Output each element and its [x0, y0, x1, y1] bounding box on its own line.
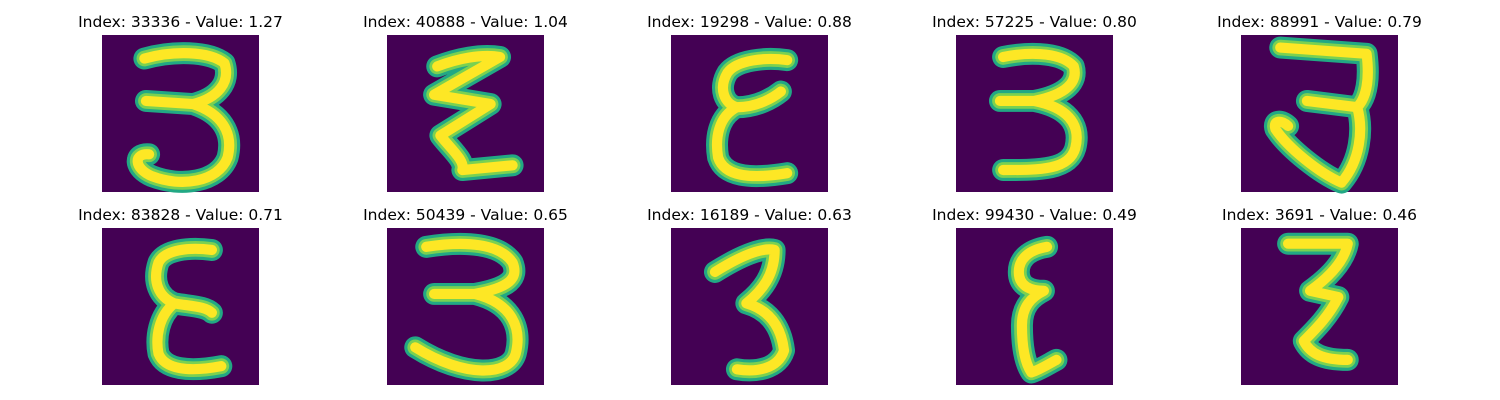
digit-panel: Index: 3691 - Value: 0.46 [1222, 206, 1417, 385]
digit-panel: Index: 88991 - Value: 0.79 [1217, 13, 1422, 194]
digit-stroke-core [1269, 42, 1373, 188]
digit-stroke-core [410, 238, 523, 376]
panel-title: Index: 33336 - Value: 1.27 [78, 13, 283, 31]
digit-stroke-core [709, 244, 790, 376]
digit-stroke-core [151, 243, 227, 375]
digit-stroke-core [1013, 241, 1062, 378]
digit-panel: Index: 16189 - Value: 0.63 [647, 206, 852, 385]
panel-title: Index: 16189 - Value: 0.63 [647, 206, 852, 224]
panel-title: Index: 83828 - Value: 0.71 [78, 206, 283, 224]
digit-panel: Index: 83828 - Value: 0.71 [78, 206, 283, 385]
digit-stroke-core [132, 48, 235, 187]
panel-title: Index: 19298 - Value: 0.88 [647, 13, 852, 31]
digit-panel: Index: 57225 - Value: 0.80 [932, 13, 1137, 192]
panel-title: Index: 57225 - Value: 0.80 [932, 13, 1137, 31]
panel-title: Index: 40888 - Value: 1.04 [363, 13, 568, 31]
digit-panel: Index: 50439 - Value: 0.65 [363, 206, 568, 385]
panel-title: Index: 50439 - Value: 0.65 [363, 206, 568, 224]
digit-stroke-core [428, 50, 518, 176]
digit-stroke-core [711, 53, 793, 182]
digit-panel: Index: 19298 - Value: 0.88 [647, 13, 852, 192]
panel-title: Index: 3691 - Value: 0.46 [1222, 206, 1417, 224]
digit-stroke-core [994, 48, 1082, 176]
panel-title: Index: 99430 - Value: 0.49 [932, 206, 1137, 224]
digit-panel: Index: 40888 - Value: 1.04 [363, 13, 568, 192]
digit-stroke-core [1282, 238, 1353, 365]
digit-panel: Index: 33336 - Value: 1.27 [78, 13, 283, 193]
panel-title: Index: 88991 - Value: 0.79 [1217, 13, 1422, 31]
digit-panel: Index: 99430 - Value: 0.49 [932, 206, 1137, 385]
